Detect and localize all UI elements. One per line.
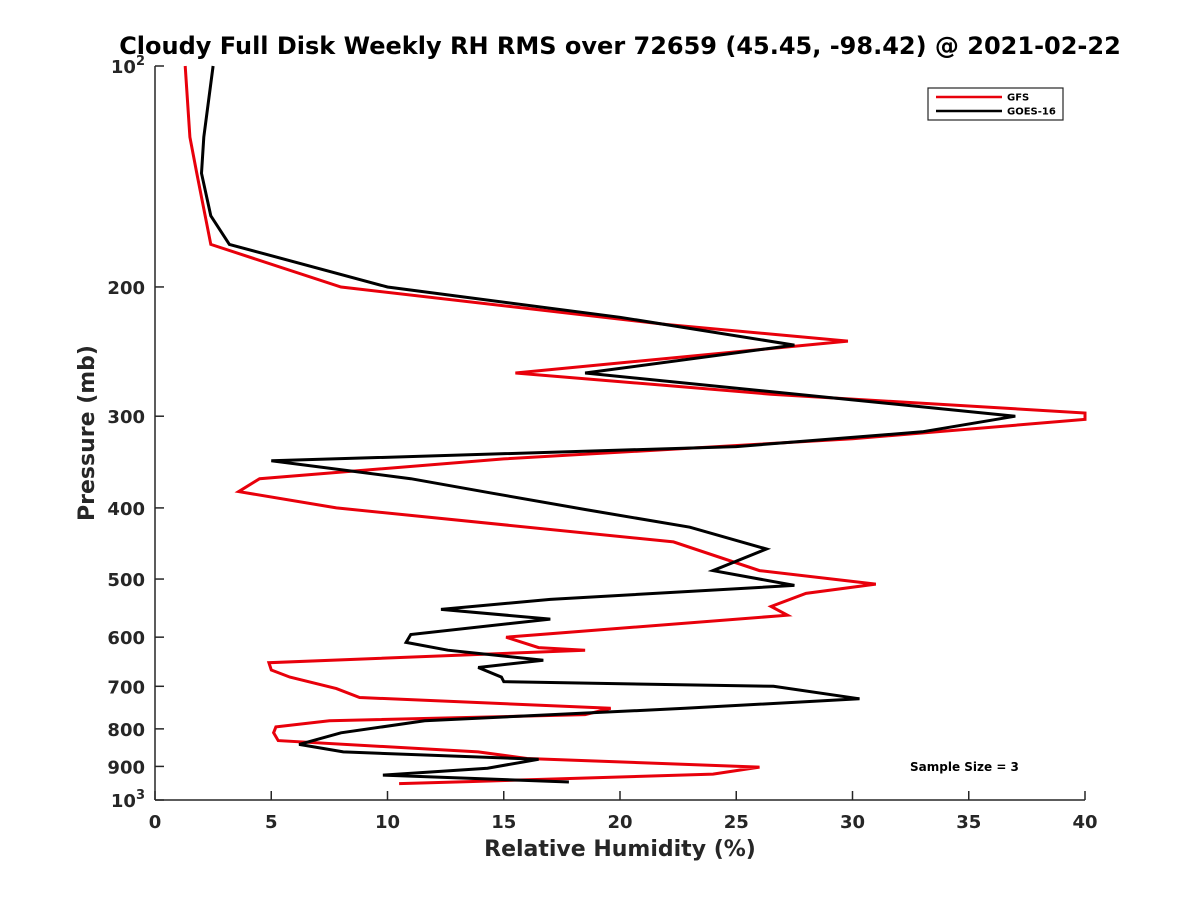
sample-size-annotation: Sample Size = 3: [910, 760, 1019, 774]
axes-background: [155, 66, 1085, 800]
x-tick-label: 20: [607, 812, 632, 833]
y-tick-label: 500: [107, 570, 145, 591]
series-line-goes-16: [199, 65, 1016, 784]
x-tick-label: 40: [1072, 812, 1097, 833]
chart-title: Cloudy Full Disk Weekly RH RMS over 7265…: [119, 32, 1121, 60]
y-tick-label: 103: [111, 788, 145, 812]
plot-area: 0 5 10 15 20 25 30 35 40 102 200 300 400 500 600 700 80…: [107, 54, 1097, 833]
x-tick-label: 0: [149, 812, 162, 833]
y-tick-label: 600: [107, 628, 145, 649]
x-ticks: 0 5 10 15 20 25 30 35 40: [149, 791, 1098, 833]
legend-entry: GFS: [1007, 93, 1029, 104]
legend-entry: GOES-16: [1007, 107, 1056, 118]
y-tick-label: 800: [107, 720, 145, 741]
y-ticks: 102 200 300 400 500 600 700 800 900 103: [107, 54, 164, 812]
x-axis-label: Relative Humidity (%): [484, 837, 756, 862]
series-layer: [183, 65, 1087, 786]
y-tick-label: 400: [107, 499, 145, 520]
x-tick-label: 25: [724, 812, 749, 833]
legend-box: [927, 87, 1064, 121]
x-tick-label: 15: [491, 812, 516, 833]
y-tick-label: 200: [107, 278, 145, 299]
legend: GFS GOES-16: [927, 87, 1064, 121]
y-tick-label: 900: [107, 757, 145, 778]
y-tick-label: 102: [111, 54, 145, 78]
x-tick-label: 10: [375, 812, 400, 833]
series-line-gfs: [183, 65, 1087, 786]
y-axis-label: Pressure (mb): [75, 345, 100, 521]
x-tick-label: 30: [840, 812, 865, 833]
y-tick-label: 300: [107, 407, 145, 428]
x-tick-label: 5: [265, 812, 278, 833]
x-tick-label: 35: [956, 812, 981, 833]
y-tick-label: 700: [107, 677, 145, 698]
